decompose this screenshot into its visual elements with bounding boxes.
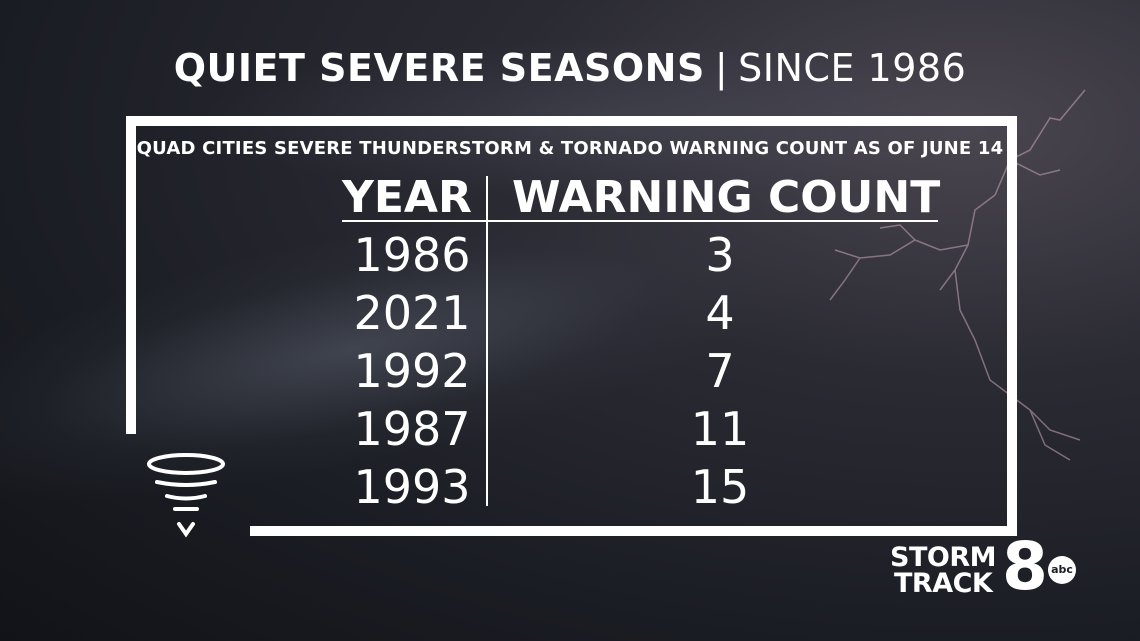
table-row-count: 4: [705, 286, 735, 340]
abc-logo-text: abc: [1051, 563, 1073, 576]
tornado-icon: [147, 453, 225, 538]
subtitle: QUAD CITIES SEVERE THUNDERSTORM & TORNAD…: [136, 138, 1004, 159]
table-row-year: 1993: [353, 460, 471, 514]
table-row-year: 2021: [353, 286, 471, 340]
logo-track-text: TRACK: [894, 568, 993, 599]
abc-logo: abc: [1048, 556, 1076, 584]
table-row-year: 1992: [353, 344, 471, 398]
title-secondary: SINCE 1986: [738, 46, 967, 90]
table-row-year: 1987: [353, 402, 471, 456]
table-row-count: 7: [705, 344, 735, 398]
header-divider: [342, 220, 938, 222]
table-row-year: 1986: [353, 228, 471, 282]
title-main: QUIET SEVERE SEASONS: [173, 46, 705, 90]
table-row-count: 15: [690, 460, 750, 514]
column-header-warning-count: WARNING COUNT: [512, 172, 941, 223]
table-row-count: 11: [690, 402, 750, 456]
title-separator: |: [714, 46, 729, 90]
logo-number: 8: [1002, 528, 1048, 605]
column-header-year: YEAR: [342, 172, 472, 223]
table-row-count: 3: [705, 228, 735, 282]
page-title: QUIET SEVERE SEASONS | SINCE 1986: [0, 46, 1140, 90]
logo-storm-text: STORM: [890, 542, 996, 573]
column-divider: [486, 176, 488, 506]
